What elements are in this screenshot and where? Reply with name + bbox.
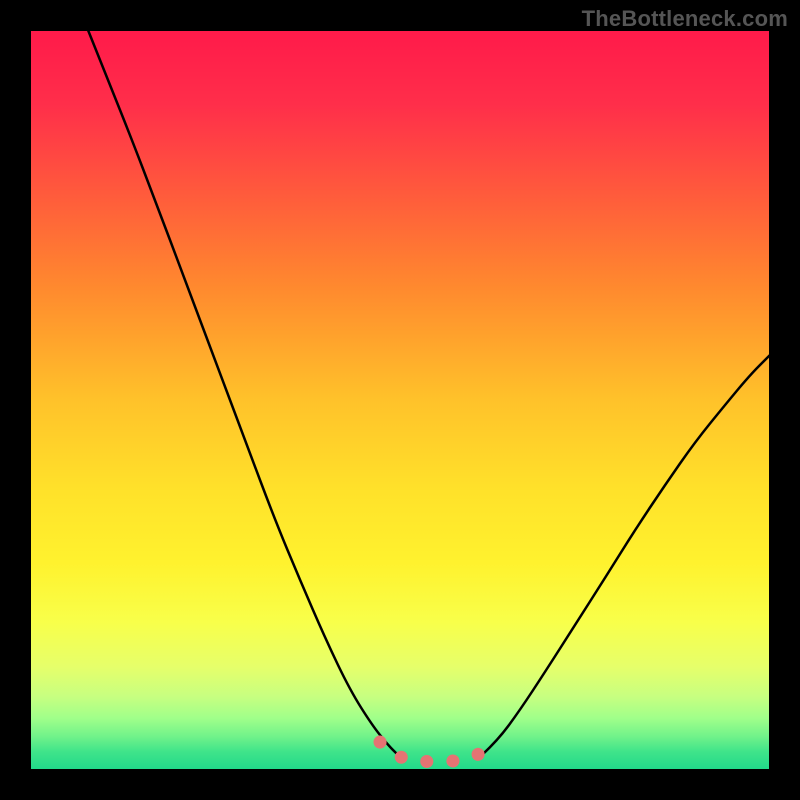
gradient-background (30, 30, 770, 770)
bottleneck-chart: TheBottleneck.com (0, 0, 800, 800)
chart-svg (0, 0, 800, 800)
watermark-text: TheBottleneck.com (582, 6, 788, 32)
